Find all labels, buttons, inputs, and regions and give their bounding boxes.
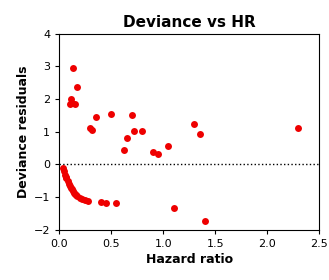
Point: [114, 201, 119, 206]
Point: [65, 179, 70, 183]
Point: [83, 198, 88, 202]
Point: [64, 176, 69, 180]
X-axis label: Hazard ratio: Hazard ratio: [146, 253, 233, 266]
Point: [103, 200, 109, 205]
Point: [64, 174, 69, 179]
Point: [67, 102, 72, 107]
Point: [88, 125, 93, 130]
Point: [69, 187, 74, 192]
Point: [68, 186, 73, 190]
Point: [171, 206, 176, 211]
Point: [90, 128, 95, 132]
Point: [70, 189, 75, 194]
Point: [140, 129, 145, 133]
Point: [98, 200, 103, 204]
Point: [69, 101, 74, 105]
Point: [74, 84, 80, 89]
Point: [296, 126, 301, 130]
Point: [192, 122, 197, 126]
Point: [73, 193, 79, 197]
Point: [155, 152, 161, 157]
Point: [121, 147, 126, 152]
Point: [74, 194, 80, 198]
Point: [166, 144, 171, 148]
Point: [72, 102, 77, 106]
Point: [124, 136, 129, 140]
Y-axis label: Deviance residuals: Deviance residuals: [16, 65, 30, 198]
Title: Deviance vs HR: Deviance vs HR: [123, 15, 256, 30]
Point: [93, 115, 98, 119]
Point: [86, 199, 91, 203]
Point: [66, 182, 71, 186]
Point: [150, 150, 155, 154]
Point: [68, 97, 73, 101]
Point: [129, 113, 135, 118]
Point: [197, 132, 202, 136]
Point: [61, 166, 66, 171]
Point: [62, 169, 67, 174]
Point: [202, 219, 207, 224]
Point: [70, 66, 75, 70]
Point: [72, 192, 77, 196]
Point: [80, 197, 85, 201]
Point: [132, 128, 137, 133]
Point: [63, 172, 68, 177]
Point: [77, 195, 83, 200]
Point: [67, 184, 72, 189]
Point: [109, 111, 114, 116]
Point: [71, 190, 76, 195]
